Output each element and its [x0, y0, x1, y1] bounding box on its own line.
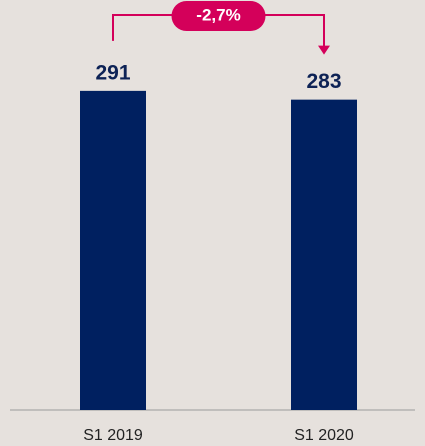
value-label: 283: [306, 70, 341, 93]
bar: [291, 99, 357, 410]
x-tick-label: S1 2020: [294, 427, 354, 444]
annotation-label: -2,7%: [196, 5, 240, 24]
annotation-arrow: [318, 45, 330, 55]
value-label: 291: [95, 61, 130, 84]
x-tick-label: S1 2019: [83, 427, 143, 444]
bar: [80, 90, 146, 411]
annotation-pill: [171, 1, 266, 31]
